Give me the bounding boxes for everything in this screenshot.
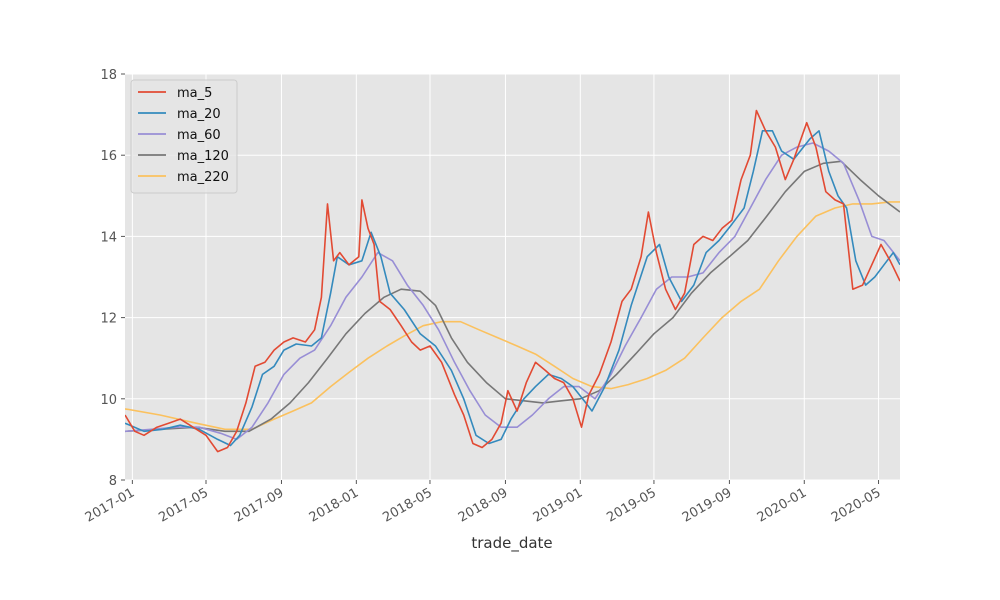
- y-tick-label: 12: [100, 312, 117, 327]
- x-tick-label: 2017-09: [232, 485, 287, 525]
- x-tick-label: 2017-01: [83, 485, 138, 525]
- series-line-ma-20: [125, 130, 900, 447]
- x-tick-label: 2020-05: [829, 485, 884, 525]
- legend-label: ma_20: [177, 107, 221, 122]
- legend-label: ma_60: [177, 128, 221, 143]
- plot-background: [125, 74, 900, 480]
- legend: ma_5 ma_20 ma_60 ma_120 ma_220: [130, 79, 238, 194]
- x-axis-label: trade_date: [471, 534, 552, 553]
- x-tick-label: 2017-05: [156, 485, 211, 525]
- series-line-ma-60: [125, 142, 900, 441]
- legend-label: ma_220: [177, 170, 229, 185]
- legend-box: [130, 79, 238, 194]
- x-tick-label: 2018-01: [307, 485, 362, 525]
- series-line-ma-5: [125, 109, 900, 453]
- x-tick-label: 2018-05: [380, 485, 435, 525]
- legend-label: ma_5: [177, 86, 212, 101]
- series-line-ma-220: [125, 201, 900, 431]
- legend-label: ma_120: [177, 149, 229, 164]
- series-layer: [125, 109, 900, 453]
- y-axis-ticks: 8 10 12 14 16 18: [100, 68, 125, 489]
- x-tick-label: 2018-09: [456, 485, 511, 525]
- x-tick-label: 2019-09: [680, 485, 735, 525]
- y-tick-label: 18: [100, 68, 117, 83]
- y-tick-label: 16: [100, 149, 117, 164]
- x-tick-label: 2020-01: [755, 485, 810, 525]
- series-line-ma-120: [125, 160, 900, 433]
- y-tick-label: 8: [109, 474, 117, 489]
- x-axis-ticks: 2017-01 2017-05 2017-09 2018-01 2018-05 2018-…: [83, 480, 884, 526]
- x-tick-label: 2019-05: [604, 485, 659, 525]
- y-tick-label: 14: [100, 230, 117, 245]
- x-tick-label: 2019-01: [531, 485, 586, 525]
- y-tick-label: 10: [100, 393, 117, 408]
